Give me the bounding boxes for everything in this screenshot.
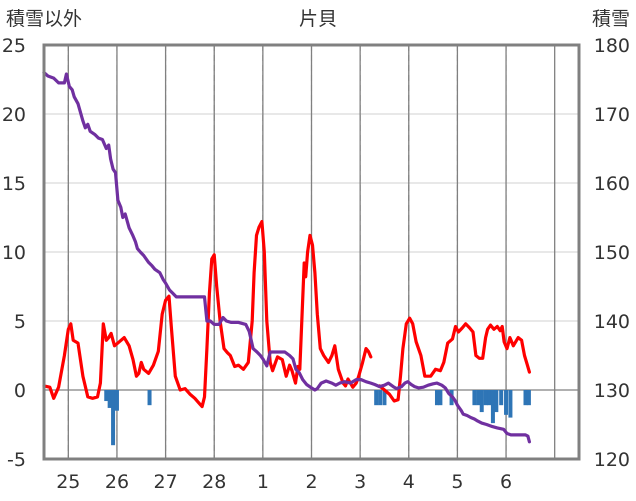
y-right-tick-label: 120: [594, 449, 630, 471]
x-tick-label: 2: [305, 471, 317, 493]
x-tick-label: 4: [403, 471, 415, 493]
precipitation-bar: [479, 390, 484, 413]
x-tick-label: 5: [451, 471, 463, 493]
x-tick-label: 28: [202, 471, 226, 493]
left-axis-title: 積雪以外: [6, 8, 82, 30]
precipitation-bar: [147, 390, 152, 406]
y-left-tick-label: 25: [2, 35, 26, 57]
y-left-tick-label: 5: [14, 311, 26, 333]
snow-depth-line: [42, 71, 531, 444]
y-left-tick-label: 15: [2, 173, 26, 195]
plot-frame: [42, 43, 581, 461]
y-right-tick-label: 140: [594, 311, 630, 333]
right-axis-title: 積雪: [592, 8, 630, 30]
series-lines: [42, 71, 531, 444]
precipitation-bar: [114, 390, 119, 411]
precipitation-bar: [494, 390, 499, 413]
x-tick-label: 27: [153, 471, 177, 493]
y-left-tick-label: 20: [2, 104, 26, 126]
precipitation-bar: [526, 390, 531, 406]
precipitation-bar: [374, 390, 379, 406]
precipitation-bar: [472, 390, 477, 406]
precipitation-bar: [434, 390, 439, 406]
precipitation-bar: [382, 390, 387, 406]
x-tick-label: 1: [257, 471, 269, 493]
precipitation-bar: [523, 390, 528, 406]
y-left-tick-label: 0: [14, 380, 26, 402]
precipitation-bar: [107, 390, 112, 408]
precipitation-bar: [104, 390, 109, 402]
y-right-tick-label: 150: [594, 242, 630, 264]
precipitation-bar: [438, 390, 443, 406]
precipitation-bars: [104, 390, 531, 446]
precipitation-bar: [508, 390, 513, 418]
y-right-tick-label: 160: [594, 173, 630, 195]
precipitation-bar: [476, 390, 481, 406]
y-right-tick-label: 170: [594, 104, 630, 126]
x-tick-label: 26: [105, 471, 129, 493]
y-right-tick-label: 180: [594, 35, 630, 57]
x-tick-label: 25: [56, 471, 80, 493]
precipitation-bar: [483, 390, 488, 406]
precipitation-bar: [111, 390, 116, 446]
y-left-tick-label: 10: [2, 242, 26, 264]
x-tick-label: 6: [500, 471, 512, 493]
precipitation-bar: [504, 390, 509, 415]
chart-title: 片貝: [299, 8, 337, 30]
temperature-line: [42, 220, 531, 409]
y-right-tick-label: 130: [594, 380, 630, 402]
precipitation-bar: [378, 390, 383, 406]
precipitation-bar: [499, 390, 504, 406]
y-left-tick-label: -5: [7, 449, 26, 471]
precipitation-bar: [490, 390, 495, 424]
precipitation-bar: [487, 390, 492, 406]
x-tick-label: 3: [354, 471, 366, 493]
